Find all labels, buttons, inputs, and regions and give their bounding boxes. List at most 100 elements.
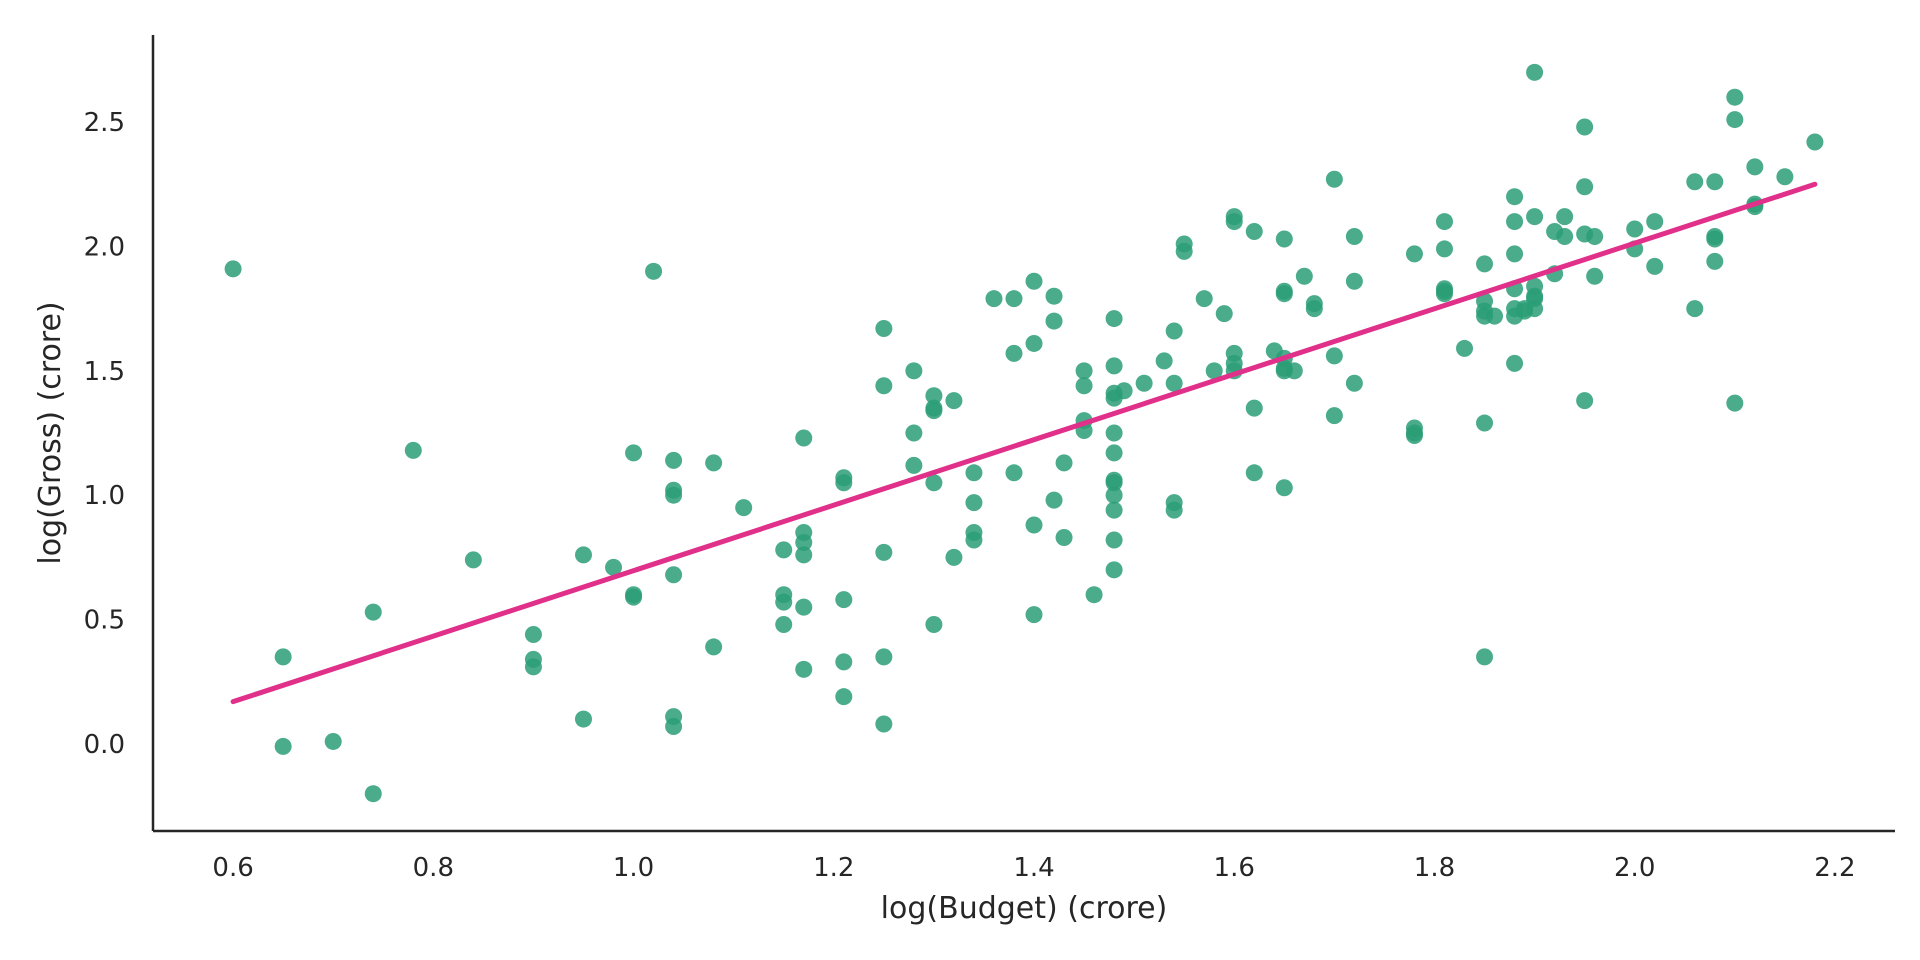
data-point xyxy=(1706,252,1724,270)
data-point xyxy=(1165,501,1183,519)
data-point xyxy=(625,588,643,606)
data-point xyxy=(1576,392,1594,410)
data-point xyxy=(364,785,382,803)
data-point xyxy=(665,486,683,504)
x-tick-label: 1.6 xyxy=(1214,853,1255,883)
data-point xyxy=(1105,486,1123,504)
data-point xyxy=(1405,426,1423,444)
data-point xyxy=(1005,464,1023,482)
data-point xyxy=(1025,334,1043,352)
data-point xyxy=(1726,111,1744,129)
data-point xyxy=(1506,245,1524,263)
data-point xyxy=(645,262,663,280)
data-point xyxy=(1686,173,1704,191)
data-point xyxy=(665,718,683,736)
data-point xyxy=(1225,213,1243,231)
data-point xyxy=(875,543,893,561)
data-point xyxy=(1586,267,1604,285)
data-point xyxy=(1476,255,1494,273)
data-point xyxy=(1105,310,1123,328)
data-point xyxy=(1486,307,1504,325)
data-point xyxy=(1626,220,1644,238)
data-point xyxy=(665,566,683,584)
data-point xyxy=(1075,362,1093,380)
x-axis-title: log(Budget) (crore) xyxy=(881,891,1168,926)
data-point xyxy=(795,598,813,616)
data-point xyxy=(1105,561,1123,579)
data-point xyxy=(1325,170,1343,188)
regression-line xyxy=(230,181,1818,705)
data-point xyxy=(1806,133,1824,151)
data-point xyxy=(835,688,853,706)
data-point xyxy=(875,377,893,395)
x-axis-ticks: 0.6 0.8 1.0 1.2 1.4 1.6 1.8 2.0 2.2 xyxy=(212,853,1855,883)
data-point xyxy=(524,658,542,676)
data-point xyxy=(1045,491,1063,509)
data-point xyxy=(574,710,592,728)
data-point xyxy=(1105,474,1123,492)
data-point xyxy=(524,625,542,643)
data-point xyxy=(1405,245,1423,263)
y-tick-label: 2.5 xyxy=(84,108,125,138)
data-point xyxy=(1005,344,1023,362)
data-point xyxy=(1646,257,1664,275)
data-point xyxy=(775,593,793,611)
data-point xyxy=(905,362,923,380)
data-point xyxy=(1105,357,1123,375)
data-point xyxy=(364,603,382,621)
data-point xyxy=(1055,528,1073,546)
data-point xyxy=(665,451,683,469)
data-point xyxy=(1175,242,1193,260)
data-point xyxy=(1576,118,1594,136)
data-point xyxy=(985,290,1003,308)
data-point xyxy=(464,551,482,569)
data-point xyxy=(1115,382,1133,400)
data-point xyxy=(274,737,292,755)
data-point xyxy=(1105,501,1123,519)
data-point xyxy=(1105,424,1123,442)
data-point xyxy=(835,474,853,492)
data-point xyxy=(625,444,643,462)
data-point xyxy=(1506,188,1524,206)
x-tick-label: 1.4 xyxy=(1013,853,1054,883)
data-point xyxy=(1085,586,1103,604)
data-point xyxy=(1135,374,1153,392)
y-tick-label: 0.5 xyxy=(84,606,125,636)
data-point xyxy=(835,653,853,671)
data-point xyxy=(875,320,893,338)
y-tick-label: 1.5 xyxy=(84,357,125,387)
data-point xyxy=(1476,648,1494,666)
data-point xyxy=(1435,240,1453,258)
data-point xyxy=(905,424,923,442)
data-point xyxy=(1045,312,1063,330)
data-point xyxy=(925,402,943,420)
data-point xyxy=(1025,272,1043,290)
data-point xyxy=(1215,305,1233,323)
data-point xyxy=(1305,300,1323,318)
data-point xyxy=(795,660,813,678)
data-point xyxy=(1205,362,1223,380)
data-point xyxy=(1476,414,1494,432)
data-point xyxy=(1345,272,1363,290)
data-point xyxy=(1726,88,1744,106)
data-point xyxy=(1686,300,1704,318)
data-point xyxy=(1105,444,1123,462)
data-point xyxy=(1165,322,1183,340)
data-point xyxy=(835,591,853,609)
data-point xyxy=(1586,227,1604,245)
data-point xyxy=(1576,178,1594,196)
data-point xyxy=(1275,285,1293,303)
data-point xyxy=(1556,227,1574,245)
y-axis-ticks: 0.0 0.5 1.0 1.5 2.0 2.5 xyxy=(84,108,125,760)
data-point xyxy=(1526,290,1544,308)
x-tick-label: 2.2 xyxy=(1814,853,1855,883)
y-tick-label: 0.0 xyxy=(84,730,125,760)
scatter-points xyxy=(224,63,1824,803)
data-point xyxy=(1435,285,1453,303)
data-point xyxy=(605,558,623,576)
y-axis-title: log(Gross) (crore) xyxy=(33,301,68,564)
data-point xyxy=(1025,516,1043,534)
data-point xyxy=(945,392,963,410)
data-point xyxy=(224,260,242,278)
